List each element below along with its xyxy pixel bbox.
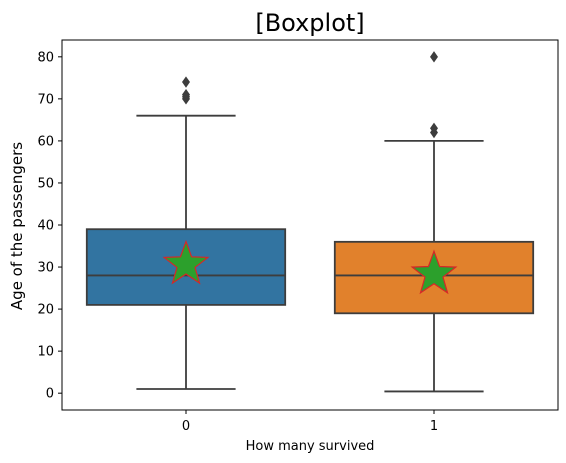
y-axis-label: Age of the passengers: [8, 142, 26, 310]
y-tick-label: 60: [37, 134, 54, 149]
x-axis-label: How many survived: [246, 439, 375, 454]
y-tick-label: 40: [37, 219, 54, 234]
y-tick-label: 70: [37, 92, 54, 107]
mean-star-marker: [410, 249, 458, 295]
chart-title: [Boxplot]: [255, 9, 364, 37]
y-tick-label: 50: [37, 176, 54, 191]
x-tick-label: 0: [182, 419, 190, 434]
y-tick-label: 30: [37, 261, 54, 276]
mean-star-marker: [162, 239, 210, 285]
y-tick-label: 10: [37, 345, 54, 360]
y-tick-label: 80: [37, 50, 54, 65]
outlier-point: [182, 76, 190, 88]
y-tick-label: 20: [37, 303, 54, 318]
outlier-point: [182, 88, 190, 101]
plot-frame: [61, 39, 559, 411]
x-tick-label: 1: [430, 419, 438, 434]
outlier-point: [430, 122, 438, 134]
y-tick-label: 0: [46, 387, 54, 402]
plot-area: 0 10 20 30 40 50 60 70 80 0 1: [37, 39, 559, 434]
outlier-point: [430, 51, 438, 63]
